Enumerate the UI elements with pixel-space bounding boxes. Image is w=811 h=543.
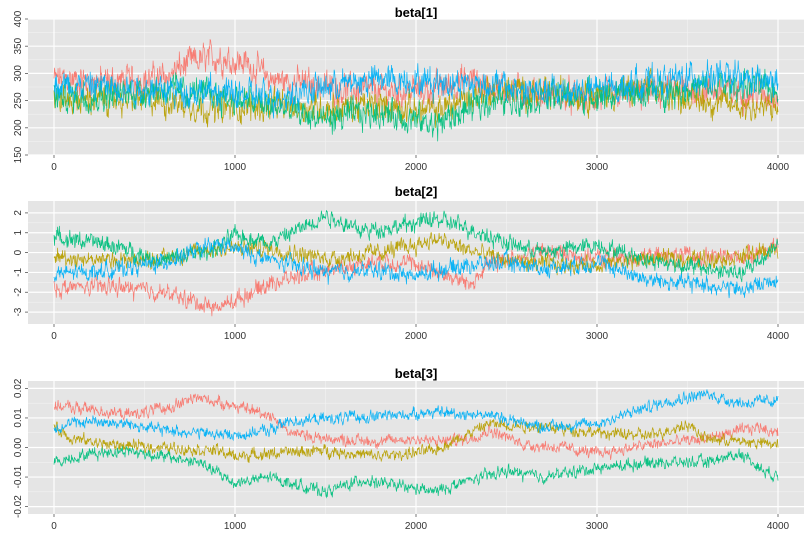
x-tick-label: 4000 <box>767 521 790 532</box>
panel-beta-2: beta[2] 0 1000 2000 3000 4000 -3 -2 -1 0 1 2 <box>13 184 804 342</box>
x-tick-label: 3000 <box>586 162 609 173</box>
y-tick-label: 0.01 <box>13 408 24 428</box>
gridlines <box>28 19 804 155</box>
y-tick-label: 200 <box>13 119 24 136</box>
x-tick-label: 1000 <box>224 331 247 342</box>
x-tick-label: 3000 <box>586 331 609 342</box>
y-tick-label: -2 <box>13 287 24 296</box>
x-tick-label: 1000 <box>224 162 247 173</box>
x-tick-label: 1000 <box>224 521 247 532</box>
y-tick-label: 1 <box>13 230 24 236</box>
y-tick-label: 0 <box>13 249 24 255</box>
trace-series-3 <box>53 210 779 283</box>
y-tick-label: 400 <box>13 10 24 27</box>
x-tick-label: 4000 <box>767 162 790 173</box>
y-tick-label: 350 <box>13 37 24 54</box>
trace-series-4 <box>53 59 779 119</box>
traces <box>53 210 779 317</box>
y-tick-label: 0.02 <box>13 378 24 398</box>
traces <box>53 389 779 499</box>
y-tick-label: 300 <box>13 65 24 82</box>
panel-title: beta[3] <box>395 366 438 381</box>
x-tick-label: 2000 <box>405 162 428 173</box>
panel-beta-3: beta[3] 0 1000 2000 3000 4000 -0.02 -0.01 0.00 0… <box>13 366 804 532</box>
trace-series-3 <box>53 66 779 142</box>
traces <box>53 38 779 142</box>
x-tick-label: 4000 <box>767 331 790 342</box>
y-tick-label: 150 <box>13 146 24 163</box>
trace-series-3 <box>53 445 779 499</box>
x-tick-label: 2000 <box>405 521 428 532</box>
x-tick-label: 2000 <box>405 331 428 342</box>
y-tick-label: 0.00 <box>13 437 24 457</box>
panel-title: beta[2] <box>395 184 438 199</box>
panel-title: beta[1] <box>395 5 438 20</box>
y-tick-label: -1 <box>13 268 24 277</box>
panel-beta-1: beta[1] 0 1000 2000 3000 4000 150 200 250 300 350… <box>13 5 804 173</box>
trace-series-2 <box>53 418 779 464</box>
y-tick-label: 2 <box>13 210 24 216</box>
trace-series-1 <box>53 393 779 460</box>
y-tick-label: -0.01 <box>13 465 24 488</box>
y-tick-label: -3 <box>13 307 24 316</box>
x-tick-label: 0 <box>51 162 57 173</box>
trace-series-4 <box>53 237 779 299</box>
y-tick-label: 250 <box>13 92 24 109</box>
x-tick-label: 0 <box>51 521 57 532</box>
x-tick-label: 0 <box>51 331 57 342</box>
x-tick-label: 3000 <box>586 521 609 532</box>
trace-series-4 <box>53 389 779 442</box>
trace-series-1 <box>53 38 779 117</box>
y-tick-label: -0.02 <box>13 495 24 518</box>
